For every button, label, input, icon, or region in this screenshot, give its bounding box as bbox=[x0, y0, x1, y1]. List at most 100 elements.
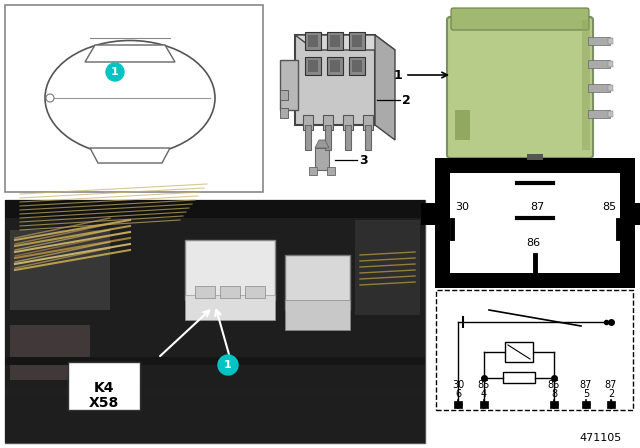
Polygon shape bbox=[90, 148, 170, 163]
Bar bbox=[436, 290, 633, 410]
Bar bbox=[5, 200, 425, 443]
Bar bbox=[295, 35, 375, 125]
Circle shape bbox=[46, 94, 54, 102]
Polygon shape bbox=[315, 140, 329, 148]
Bar bbox=[330, 35, 340, 47]
Text: 87: 87 bbox=[528, 165, 542, 175]
Bar bbox=[303, 115, 313, 130]
Bar bbox=[323, 115, 333, 130]
Polygon shape bbox=[295, 35, 395, 50]
Bar bbox=[345, 125, 351, 150]
Bar bbox=[330, 60, 340, 72]
Bar bbox=[309, 167, 317, 175]
Polygon shape bbox=[375, 35, 395, 140]
Text: 6: 6 bbox=[455, 389, 461, 399]
Text: 2: 2 bbox=[608, 389, 614, 399]
Bar bbox=[588, 84, 610, 92]
Text: 5: 5 bbox=[583, 389, 589, 399]
Bar bbox=[305, 125, 311, 150]
Bar bbox=[352, 35, 362, 47]
Bar bbox=[349, 32, 365, 50]
Bar bbox=[550, 401, 558, 408]
Text: 1: 1 bbox=[111, 67, 119, 77]
Bar bbox=[327, 32, 343, 50]
Bar bbox=[285, 255, 350, 310]
Bar bbox=[305, 57, 321, 75]
Bar bbox=[10, 325, 90, 380]
Bar bbox=[5, 357, 425, 365]
Bar bbox=[355, 220, 420, 315]
Bar bbox=[327, 57, 343, 75]
Bar bbox=[5, 389, 425, 395]
Bar bbox=[455, 110, 470, 140]
Circle shape bbox=[218, 355, 238, 375]
Text: 4: 4 bbox=[481, 389, 487, 399]
Bar bbox=[435, 158, 635, 288]
Bar bbox=[308, 35, 318, 47]
Ellipse shape bbox=[45, 40, 215, 155]
Bar bbox=[349, 57, 365, 75]
Text: K4: K4 bbox=[93, 381, 115, 395]
Text: 85: 85 bbox=[478, 380, 490, 390]
Circle shape bbox=[106, 63, 124, 81]
Text: 87: 87 bbox=[605, 380, 617, 390]
Bar bbox=[245, 286, 265, 298]
Bar bbox=[588, 37, 610, 45]
Bar bbox=[10, 230, 110, 310]
Bar bbox=[325, 125, 331, 150]
Bar bbox=[280, 108, 288, 118]
Bar bbox=[280, 90, 288, 100]
Bar bbox=[185, 240, 275, 300]
Bar bbox=[450, 173, 620, 273]
Bar bbox=[352, 60, 362, 72]
Bar bbox=[527, 154, 543, 160]
Text: 30: 30 bbox=[455, 202, 469, 212]
Bar bbox=[185, 295, 275, 320]
Text: 3: 3 bbox=[359, 154, 367, 167]
FancyBboxPatch shape bbox=[451, 8, 589, 30]
Bar bbox=[365, 125, 371, 150]
Bar bbox=[5, 200, 425, 443]
Text: 2: 2 bbox=[402, 94, 411, 107]
Bar bbox=[5, 200, 425, 218]
Text: 1: 1 bbox=[224, 360, 232, 370]
Bar bbox=[608, 111, 613, 117]
Bar bbox=[220, 286, 240, 298]
Bar bbox=[582, 401, 590, 408]
Text: 1: 1 bbox=[393, 69, 402, 82]
Text: 87: 87 bbox=[580, 380, 592, 390]
Bar bbox=[421, 203, 437, 225]
Bar bbox=[454, 401, 462, 408]
Bar bbox=[308, 60, 318, 72]
Bar bbox=[195, 286, 215, 298]
Bar bbox=[608, 85, 613, 91]
Text: 86: 86 bbox=[526, 238, 540, 248]
Bar bbox=[608, 61, 613, 67]
Bar bbox=[588, 110, 610, 118]
Polygon shape bbox=[85, 45, 175, 62]
FancyBboxPatch shape bbox=[447, 17, 593, 158]
Bar bbox=[633, 203, 640, 225]
Bar bbox=[582, 20, 590, 150]
Text: 471105: 471105 bbox=[580, 433, 622, 443]
Bar bbox=[280, 60, 298, 110]
Text: 30: 30 bbox=[452, 380, 464, 390]
Bar bbox=[607, 401, 615, 408]
Bar bbox=[285, 300, 350, 330]
Bar bbox=[588, 60, 610, 68]
Bar bbox=[68, 362, 140, 410]
Text: 86: 86 bbox=[548, 380, 560, 390]
Text: X58: X58 bbox=[89, 396, 119, 410]
Bar bbox=[608, 38, 613, 44]
Bar bbox=[343, 115, 353, 130]
Text: 87: 87 bbox=[530, 202, 544, 212]
Bar bbox=[5, 5, 263, 192]
Text: 8: 8 bbox=[551, 389, 557, 399]
Bar bbox=[327, 167, 335, 175]
Bar bbox=[505, 342, 533, 362]
Bar bbox=[305, 32, 321, 50]
Bar bbox=[315, 148, 329, 170]
Text: 85: 85 bbox=[602, 202, 616, 212]
Bar bbox=[363, 115, 373, 130]
Bar bbox=[480, 401, 488, 408]
